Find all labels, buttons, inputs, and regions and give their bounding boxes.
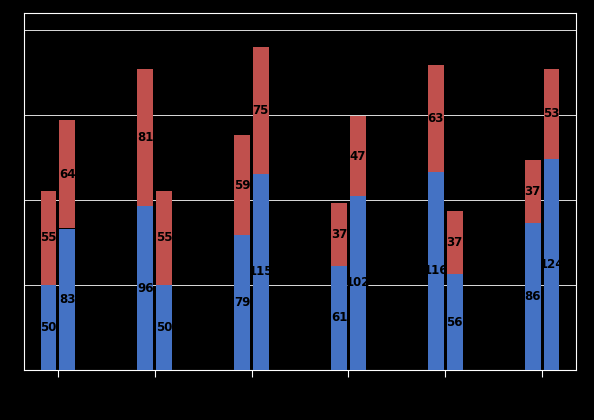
Bar [137,69,153,206]
Bar [331,266,347,370]
Text: 86: 86 [525,290,541,303]
Legend: , : , [206,419,283,420]
Text: 115: 115 [249,265,273,278]
Text: 83: 83 [59,293,75,305]
Text: 75: 75 [253,104,269,117]
Bar [350,196,366,370]
Bar [137,206,153,370]
Text: 116: 116 [424,265,448,278]
Text: 102: 102 [346,276,370,289]
Bar [447,274,463,370]
Text: 64: 64 [59,168,75,181]
Text: 124: 124 [539,258,564,271]
Bar [350,116,366,196]
Bar [428,172,444,370]
Text: 61: 61 [331,311,347,324]
Text: 53: 53 [544,107,560,120]
Text: 37: 37 [331,228,347,241]
Bar [525,160,541,223]
Text: 79: 79 [234,296,250,309]
Text: 50: 50 [40,320,56,333]
Text: 55: 55 [156,231,172,244]
Bar [544,159,560,370]
Text: 59: 59 [234,178,251,192]
Bar [447,212,463,274]
Bar [234,135,250,235]
Bar [156,285,172,370]
Text: 50: 50 [156,320,172,333]
Bar [525,223,541,370]
Bar [156,191,172,285]
Bar [428,65,444,172]
Bar [544,69,560,159]
Text: 81: 81 [137,131,153,144]
Text: 55: 55 [40,231,56,244]
Text: 96: 96 [137,281,154,294]
Bar [331,203,347,266]
Bar [253,174,269,370]
Bar [59,228,75,370]
Text: 63: 63 [428,112,444,125]
Bar [253,47,269,174]
Bar [40,191,56,285]
Text: 37: 37 [447,236,463,249]
Text: 56: 56 [446,315,463,328]
Bar [59,120,75,228]
Text: 47: 47 [350,150,366,163]
Text: 37: 37 [525,186,541,198]
Bar [234,235,250,370]
Bar [40,285,56,370]
